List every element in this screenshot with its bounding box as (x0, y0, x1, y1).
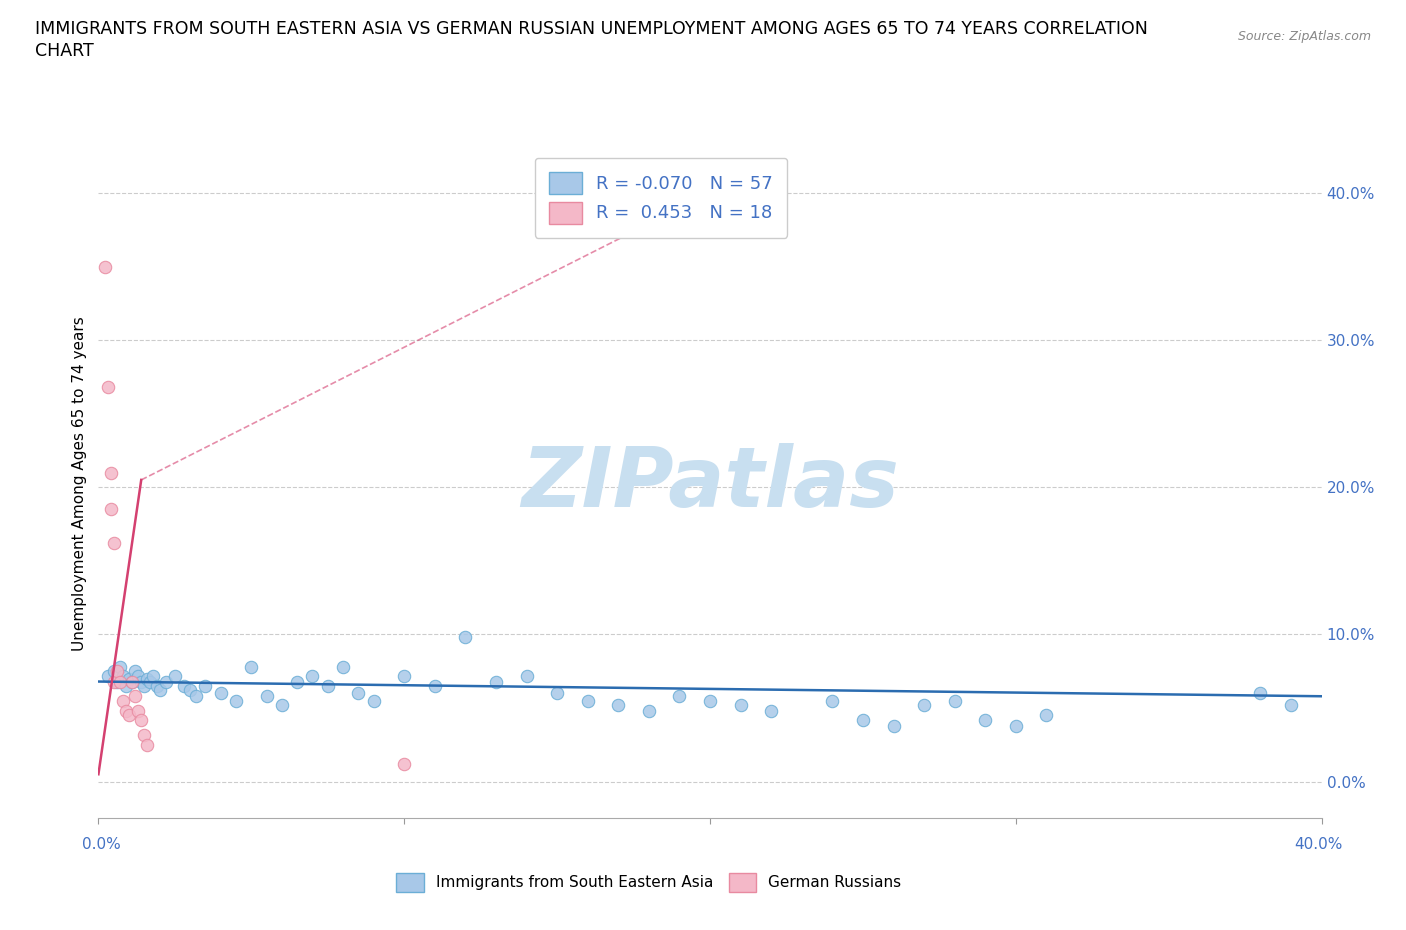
Point (127, 703, 149, 718)
Point (121, 674, 143, 689)
Point (454, 630, 477, 644)
Point (103, 674, 125, 689)
Point (100, 465, 122, 480)
Point (118, 708, 141, 723)
Point (127, 669, 149, 684)
Point (392, 756, 416, 771)
Point (637, 703, 661, 718)
Point (852, 712, 875, 727)
Point (179, 683, 201, 698)
Point (124, 689, 146, 704)
Point (1279, 698, 1302, 712)
Point (332, 659, 354, 674)
Point (883, 718, 905, 733)
Point (668, 689, 690, 704)
Point (423, 679, 446, 694)
Point (145, 679, 167, 694)
Point (100, 502, 122, 517)
Point (1035, 708, 1057, 723)
Point (97, 669, 120, 684)
Text: CHART: CHART (35, 42, 94, 60)
Point (108, 674, 131, 689)
Point (118, 671, 141, 686)
Point (111, 693, 134, 708)
Point (943, 693, 966, 708)
Point (316, 679, 339, 694)
Point (1004, 718, 1026, 733)
Point (347, 685, 370, 700)
Point (301, 669, 323, 684)
Point (129, 712, 152, 727)
Point (285, 674, 308, 689)
Point (173, 679, 195, 694)
Point (134, 727, 156, 742)
Point (392, 669, 416, 684)
Point (912, 698, 935, 712)
Point (97, 379, 120, 394)
Point (103, 664, 125, 679)
Point (270, 698, 292, 712)
Point (485, 674, 508, 689)
Text: 0.0%: 0.0% (82, 837, 121, 852)
Point (516, 669, 538, 684)
Point (225, 693, 247, 708)
Point (363, 693, 385, 708)
Point (121, 674, 143, 689)
Legend: Immigrants from South Eastern Asia, German Russians: Immigrants from South Eastern Asia, Germ… (389, 867, 908, 897)
Point (105, 674, 128, 689)
Point (108, 659, 131, 674)
Point (240, 659, 263, 674)
Text: Source: ZipAtlas.com: Source: ZipAtlas.com (1237, 30, 1371, 43)
Text: ZIPatlas: ZIPatlas (522, 443, 898, 525)
Point (194, 679, 217, 694)
Point (115, 703, 138, 718)
Text: 40.0%: 40.0% (1295, 837, 1343, 852)
Point (115, 679, 138, 694)
Point (730, 698, 752, 712)
Point (103, 536, 125, 551)
Point (699, 693, 721, 708)
Point (256, 689, 278, 704)
Point (129, 674, 152, 689)
Point (111, 669, 134, 684)
Point (155, 674, 177, 689)
Point (186, 689, 208, 704)
Point (93, 259, 115, 274)
Point (124, 664, 146, 679)
Point (546, 685, 568, 700)
Point (139, 674, 162, 689)
Point (105, 664, 128, 679)
Point (134, 679, 156, 694)
Point (209, 685, 232, 700)
Point (1249, 685, 1271, 700)
Point (974, 712, 997, 727)
Point (821, 693, 844, 708)
Point (576, 693, 599, 708)
Y-axis label: Unemployment Among Ages 65 to 74 years: Unemployment Among Ages 65 to 74 years (72, 316, 87, 651)
Point (759, 703, 782, 718)
Point (149, 683, 172, 698)
Point (607, 698, 630, 712)
Point (142, 669, 165, 684)
Point (136, 671, 159, 686)
Text: IMMIGRANTS FROM SOUTH EASTERN ASIA VS GERMAN RUSSIAN UNEMPLOYMENT AMONG AGES 65 : IMMIGRANTS FROM SOUTH EASTERN ASIA VS GE… (35, 20, 1149, 38)
Point (136, 737, 159, 752)
Point (163, 669, 186, 684)
